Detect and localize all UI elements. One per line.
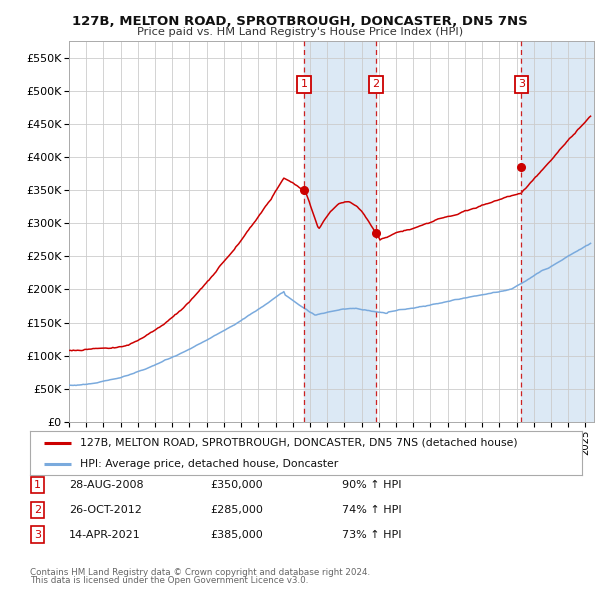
Text: 1: 1 (301, 79, 308, 89)
Text: HPI: Average price, detached house, Doncaster: HPI: Average price, detached house, Donc… (80, 459, 338, 469)
Text: Price paid vs. HM Land Registry's House Price Index (HPI): Price paid vs. HM Land Registry's House … (137, 27, 463, 37)
Text: £285,000: £285,000 (210, 505, 263, 514)
Text: 3: 3 (34, 530, 41, 539)
Text: 1: 1 (34, 480, 41, 490)
Text: Contains HM Land Registry data © Crown copyright and database right 2024.: Contains HM Land Registry data © Crown c… (30, 568, 370, 577)
Text: £350,000: £350,000 (210, 480, 263, 490)
Text: £385,000: £385,000 (210, 530, 263, 539)
Text: 26-OCT-2012: 26-OCT-2012 (69, 505, 142, 514)
Text: 3: 3 (518, 79, 525, 89)
Text: 2: 2 (372, 79, 379, 89)
Text: 73% ↑ HPI: 73% ↑ HPI (342, 530, 401, 539)
Text: 127B, MELTON ROAD, SPROTBROUGH, DONCASTER, DN5 7NS: 127B, MELTON ROAD, SPROTBROUGH, DONCASTE… (72, 15, 528, 28)
Text: 74% ↑ HPI: 74% ↑ HPI (342, 505, 401, 514)
Bar (304, 41, 376, 422)
Text: 90% ↑ HPI: 90% ↑ HPI (342, 480, 401, 490)
Text: 2: 2 (34, 505, 41, 514)
Bar (521, 41, 594, 422)
Text: 14-APR-2021: 14-APR-2021 (69, 530, 141, 539)
Text: 28-AUG-2008: 28-AUG-2008 (69, 480, 143, 490)
Text: This data is licensed under the Open Government Licence v3.0.: This data is licensed under the Open Gov… (30, 576, 308, 585)
Text: 127B, MELTON ROAD, SPROTBROUGH, DONCASTER, DN5 7NS (detached house): 127B, MELTON ROAD, SPROTBROUGH, DONCASTE… (80, 438, 517, 448)
